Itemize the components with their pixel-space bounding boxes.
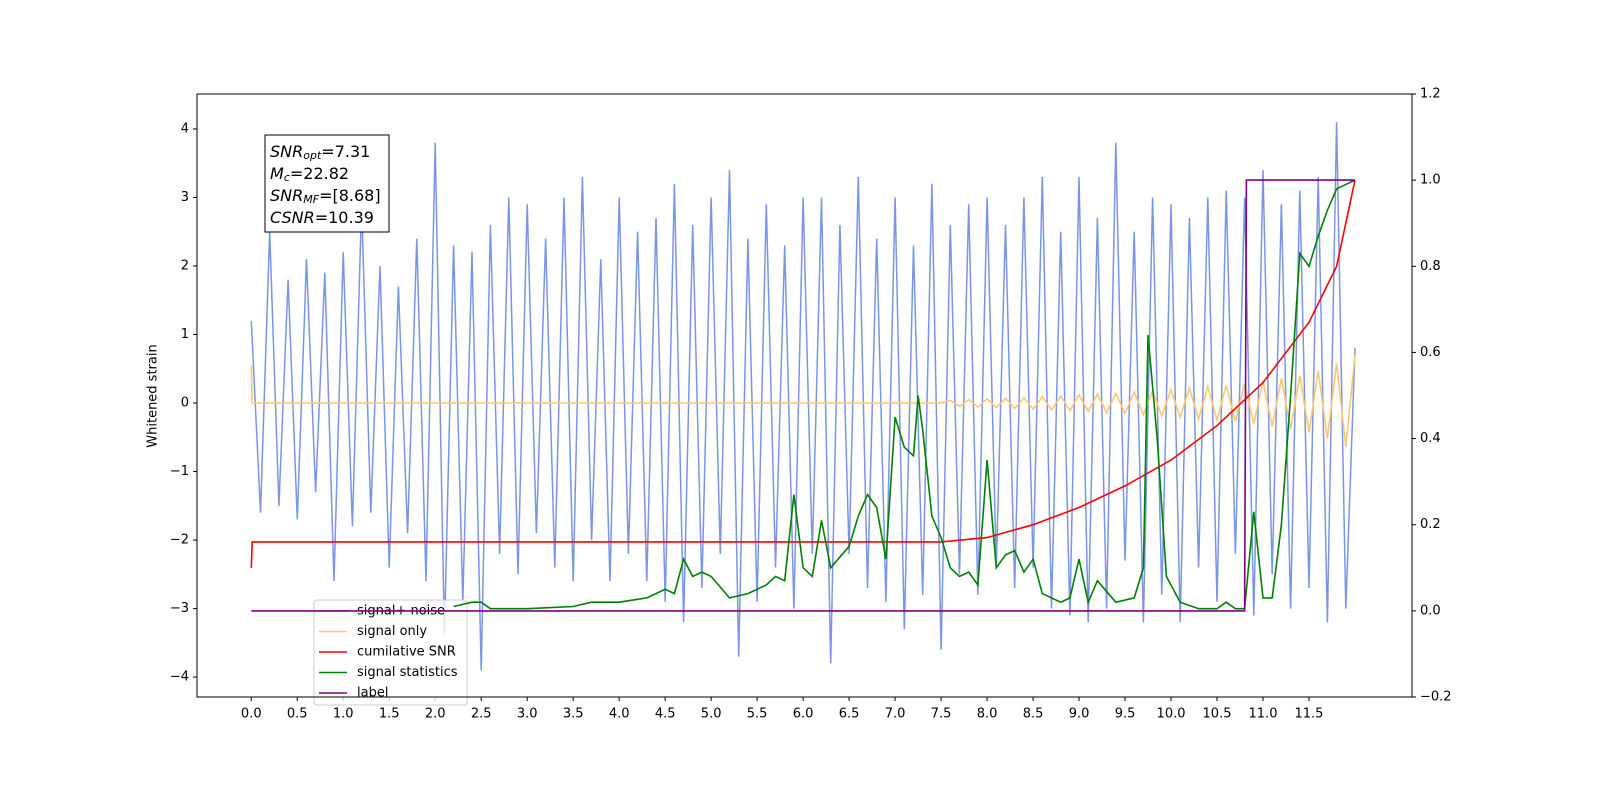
series-line [250,355,1356,447]
x-tick-label: 6.5 [839,707,860,722]
series-line [250,122,1356,671]
y2-tick-label: 0.0 [1420,603,1441,618]
x-tick-label: 9.0 [1069,707,1090,722]
annotation-subscript: c [284,171,290,184]
x-tick-label: 4.5 [655,707,676,722]
annotation-symbol: SNR [270,142,303,161]
x-tick-label: 11.5 [1295,707,1324,722]
annotation: CSNR=10.39 [270,208,374,227]
y2-tick-label: −0.2 [1420,690,1452,705]
annotation-subscript: opt [303,149,322,162]
legend-label: cumilative SNR [357,645,456,660]
legend-label: label [357,686,388,701]
x-tick-label: 7.0 [885,707,906,722]
y-tick-label: −2 [170,533,189,548]
annotation: SNRopt=7.31 [270,142,370,163]
x-tick-label: 5.0 [701,707,722,722]
y2-tick-label: 0.8 [1420,259,1441,274]
series-line [251,179,1355,612]
annotation-symbol: CSNR [270,208,315,227]
annotation-box [264,134,390,233]
y2-tick-label: 1.0 [1420,173,1441,188]
x-tick-label: 1.5 [379,707,400,722]
x-tick-label: 11.0 [1249,707,1278,722]
y-tick-label: −4 [170,670,189,685]
y2-tick-label: 0.2 [1420,517,1441,532]
y-tick-label: 2 [181,258,189,273]
y-tick-label: 4 [181,121,189,136]
annotation-value: =7.31 [321,142,370,161]
annotation: Mc=22.82 [270,164,349,185]
y2-tick-label: 0.4 [1420,431,1441,446]
annotation-symbol: SNR [270,186,303,205]
x-tick-label: 7.5 [931,707,952,722]
y-axis-label: Whitened strain [146,344,161,447]
x-tick-label: 10.0 [1157,707,1186,722]
x-tick-label: 8.0 [977,707,998,722]
legend-label: signal statistics [357,665,458,680]
annotation-value: =[8.68] [319,186,381,205]
annotation-value: =10.39 [315,208,374,227]
series-line [453,179,1356,610]
y-tick-label: 3 [181,190,189,205]
x-tick-label: 10.5 [1203,707,1232,722]
series-line [250,179,1356,568]
y-tick-label: −3 [170,601,189,616]
x-tick-label: 1.0 [333,707,354,722]
x-tick-label: 0.0 [241,707,262,722]
annotation-value: =22.82 [290,164,349,183]
x-tick-label: 2.0 [425,707,446,722]
annotation-symbol: M [270,164,284,183]
x-tick-label: 0.5 [287,707,308,722]
y2-tick-label: 0.6 [1420,345,1441,360]
y-tick-label: 0 [181,396,189,411]
x-tick-label: 2.5 [471,707,492,722]
x-tick-label: 8.5 [1023,707,1044,722]
annotation-subscript: MF [303,193,319,206]
x-tick-label: 6.0 [793,707,814,722]
legend-label: signal only [357,624,427,639]
x-tick-label: 4.0 [609,707,630,722]
y2-tick-label: 1.2 [1420,87,1441,102]
annotation: SNRMF=[8.68] [270,186,381,207]
legend-box [313,599,468,706]
x-tick-label: 3.5 [563,707,584,722]
x-tick-label: 5.5 [747,707,768,722]
plot-frame [196,93,1413,698]
y-tick-label: 1 [181,327,189,342]
x-tick-label: 9.5 [1115,707,1136,722]
y-tick-label: −1 [170,464,189,479]
x-tick-label: 3.0 [517,707,538,722]
